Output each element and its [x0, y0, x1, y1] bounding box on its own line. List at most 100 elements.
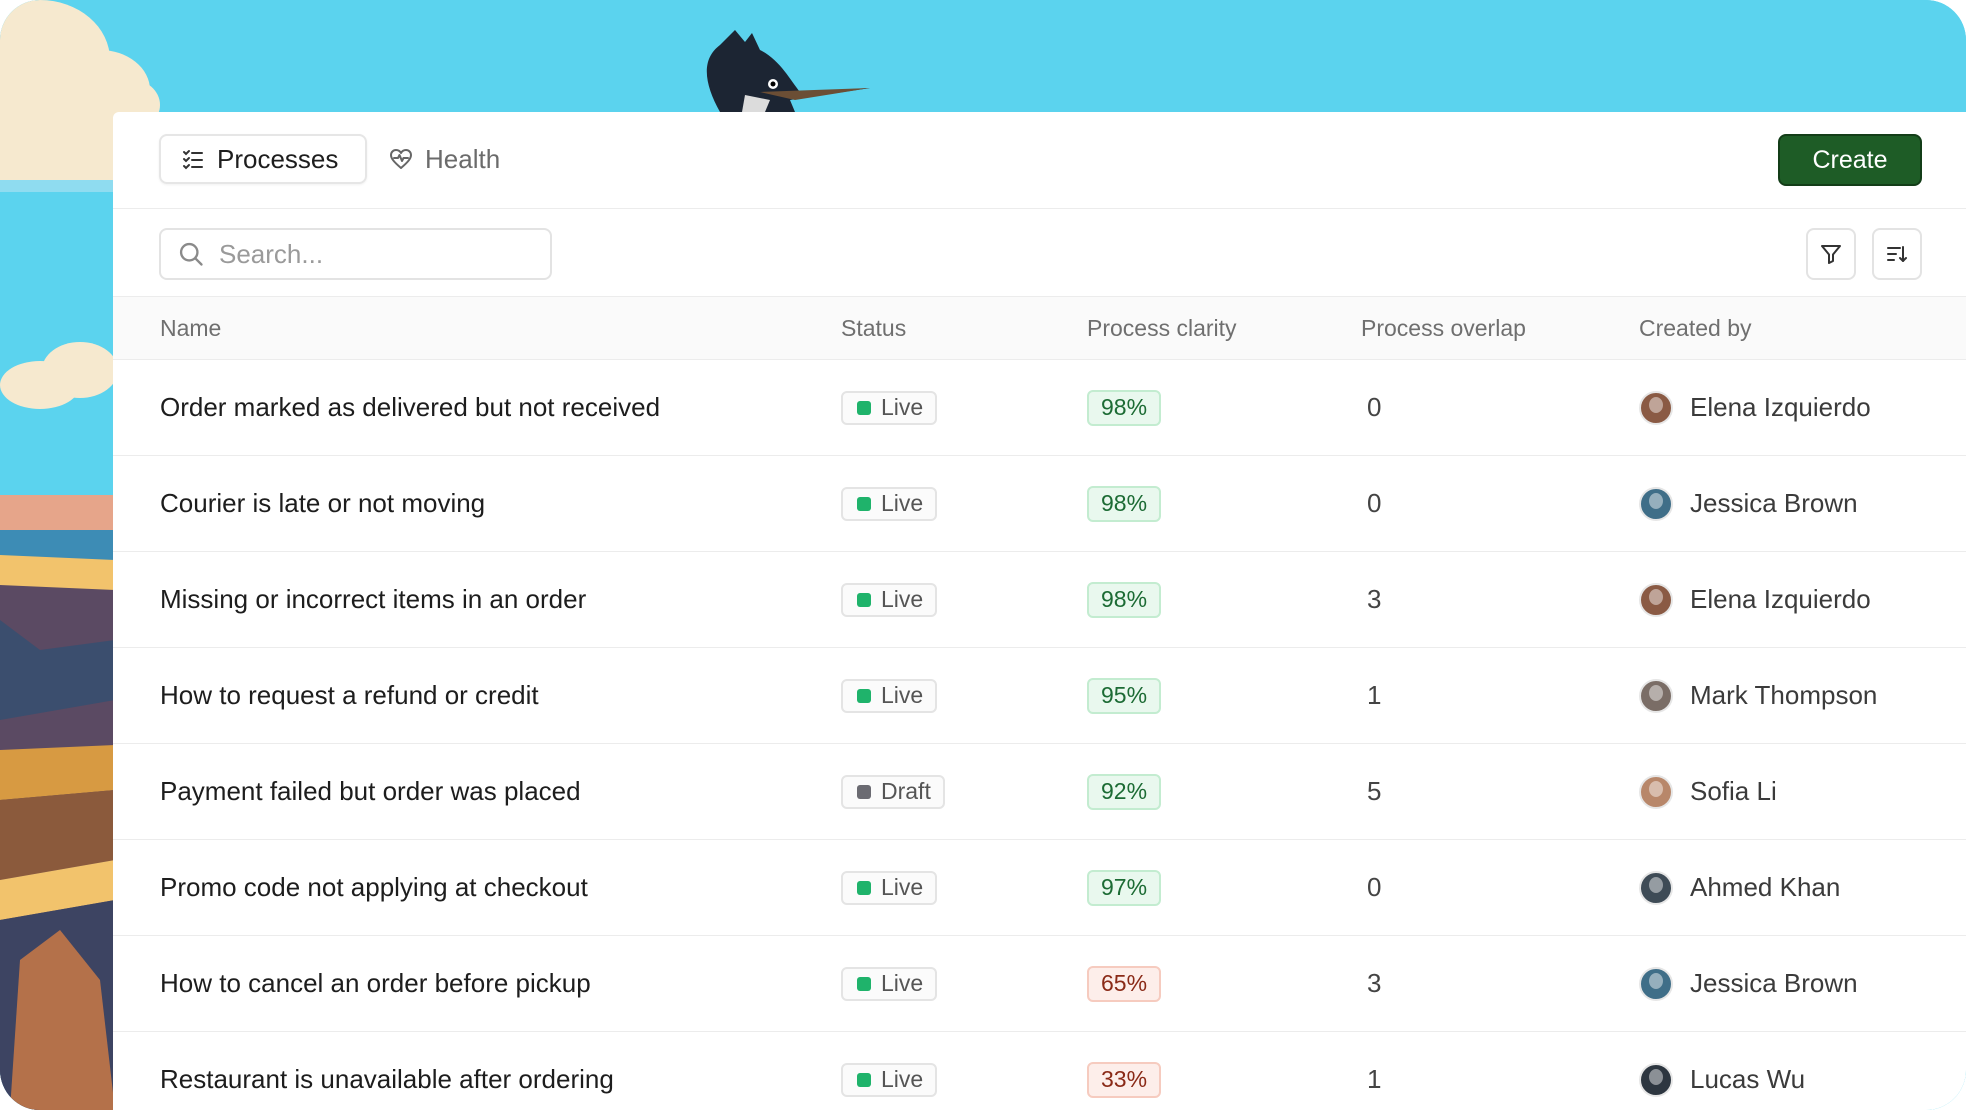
status-cell: Draft — [841, 744, 945, 839]
table-row[interactable]: Courier is late or not moving Live 98% 0… — [113, 456, 1966, 552]
status-dot-icon — [857, 784, 871, 799]
status-label: Live — [881, 1066, 924, 1092]
created-by-cell: Jessica Brown — [1639, 456, 1858, 551]
status-cell: Live — [841, 936, 938, 1031]
avatar — [1639, 870, 1673, 905]
process-name[interactable]: Missing or incorrect items in an order — [160, 584, 587, 614]
status-cell: Live — [841, 1032, 938, 1110]
table-row[interactable]: Promo code not applying at checkout Live… — [113, 840, 1966, 936]
clarity-cell: 92% — [1087, 744, 1162, 839]
process-name[interactable]: Promo code not applying at checkout — [160, 872, 588, 902]
avatar — [1639, 390, 1673, 425]
create-button[interactable]: Create — [1778, 134, 1922, 186]
tab-processes[interactable]: Processes — [159, 134, 367, 184]
status-badge: Live — [841, 966, 938, 1001]
search-box[interactable] — [159, 228, 552, 280]
clarity-cell: 97% — [1087, 840, 1162, 935]
status-badge: Live — [841, 678, 938, 713]
status-label: Draft — [881, 778, 931, 804]
avatar — [1639, 774, 1673, 809]
sort-icon — [1887, 246, 1907, 262]
overlap-value: 3 — [1367, 584, 1382, 614]
creator-name: Elena Izquierdo — [1690, 392, 1871, 422]
created-by-cell: Elena Izquierdo — [1639, 360, 1871, 455]
clarity-badge: 92% — [1087, 773, 1162, 810]
clarity-badge: 98% — [1087, 581, 1162, 618]
table-row[interactable]: Restaurant is unavailable after ordering… — [113, 1032, 1966, 1110]
clarity-badge: 97% — [1087, 869, 1162, 906]
status-label: Live — [881, 682, 924, 708]
status-cell: Live — [841, 648, 938, 743]
table-row[interactable]: Payment failed but order was placed Draf… — [113, 744, 1966, 840]
column-header-name[interactable]: Name — [160, 315, 222, 341]
status-label: Live — [881, 586, 924, 612]
search-input[interactable] — [217, 237, 541, 271]
overlap-value: 0 — [1367, 392, 1382, 422]
status-cell: Live — [841, 456, 938, 551]
status-badge: Live — [841, 1062, 938, 1097]
status-dot-icon — [857, 880, 871, 895]
process-name[interactable]: Courier is late or not moving — [160, 488, 486, 518]
process-name[interactable]: Restaurant is unavailable after ordering — [160, 1064, 614, 1094]
clarity-badge: 65% — [1087, 965, 1162, 1002]
status-label: Live — [881, 394, 924, 420]
status-dot-icon — [857, 688, 871, 703]
status-cell: Live — [841, 552, 938, 647]
column-header-created-by[interactable]: Created by — [1639, 315, 1752, 341]
status-dot-icon — [857, 976, 871, 991]
status-dot-icon — [857, 496, 871, 511]
status-label: Live — [881, 970, 924, 996]
status-label: Live — [881, 874, 924, 900]
creator-name: Mark Thompson — [1690, 680, 1878, 710]
overlap-value: 3 — [1367, 968, 1382, 998]
created-by-cell: Mark Thompson — [1639, 648, 1877, 743]
creator-name: Sofia Li — [1690, 776, 1777, 806]
sort-button[interactable] — [1872, 228, 1922, 280]
tab-processes-label: Processes — [217, 143, 339, 174]
process-name[interactable]: Payment failed but order was placed — [160, 776, 581, 806]
overlap-value: 0 — [1367, 488, 1382, 518]
status-label: Live — [881, 490, 924, 516]
clarity-cell: 65% — [1087, 936, 1162, 1031]
top-bar: Processes Health Create — [113, 112, 1966, 209]
status-dot-icon — [857, 1072, 871, 1087]
clarity-cell: 33% — [1087, 1032, 1162, 1110]
created-by-cell: Lucas Wu — [1639, 1032, 1805, 1110]
table-row[interactable]: How to request a refund or credit Live 9… — [113, 648, 1966, 744]
table-header: Name Status Process clarity Process over… — [113, 296, 1966, 360]
clarity-badge: 98% — [1087, 485, 1162, 522]
column-header-status[interactable]: Status — [841, 315, 907, 341]
clarity-cell: 98% — [1087, 360, 1162, 455]
avatar — [1639, 582, 1673, 617]
status-badge: Live — [841, 390, 938, 425]
overlap-value: 5 — [1367, 776, 1382, 806]
clarity-cell: 98% — [1087, 552, 1162, 647]
clarity-badge: 95% — [1087, 677, 1162, 714]
table-row[interactable]: How to cancel an order before pickup Liv… — [113, 936, 1966, 1032]
created-by-cell: Ahmed Khan — [1639, 840, 1840, 935]
status-badge: Live — [841, 582, 938, 617]
filter-button[interactable] — [1806, 228, 1856, 280]
table-row[interactable]: Missing or incorrect items in an order L… — [113, 552, 1966, 648]
creator-name: Ahmed Khan — [1690, 872, 1841, 902]
column-header-overlap[interactable]: Process overlap — [1361, 315, 1526, 341]
status-badge: Live — [841, 486, 938, 521]
avatar — [1639, 966, 1673, 1001]
created-by-cell: Sofia Li — [1639, 744, 1777, 839]
overlap-value: 1 — [1367, 680, 1382, 710]
process-name[interactable]: How to request a refund or credit — [160, 680, 539, 710]
process-name[interactable]: Order marked as delivered but not receiv… — [160, 392, 661, 422]
search-icon — [179, 242, 203, 266]
processes-panel: Processes Health Create — [113, 112, 1966, 1110]
process-name[interactable]: How to cancel an order before pickup — [160, 968, 591, 998]
table-row[interactable]: Order marked as delivered but not receiv… — [113, 360, 1966, 456]
avatar — [1639, 486, 1673, 521]
tab-health[interactable]: Health — [389, 134, 500, 184]
clarity-cell: 95% — [1087, 648, 1162, 743]
clarity-badge: 98% — [1087, 389, 1162, 426]
tab-health-label: Health — [425, 143, 501, 174]
status-dot-icon — [857, 592, 871, 607]
column-header-clarity[interactable]: Process clarity — [1087, 315, 1237, 341]
created-by-cell: Jessica Brown — [1639, 936, 1858, 1031]
